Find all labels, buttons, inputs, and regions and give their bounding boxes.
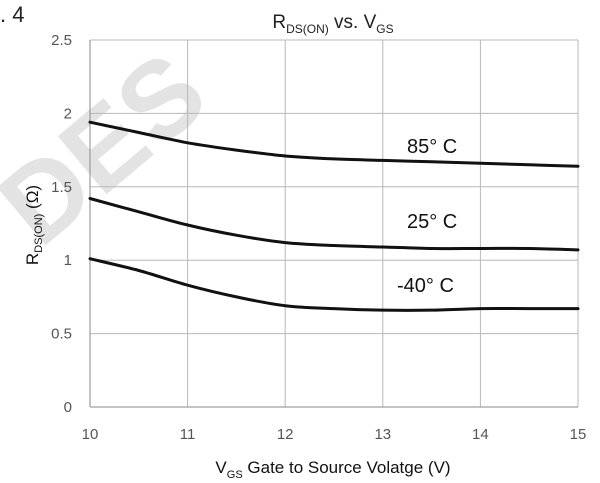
x-tick-label: 10 bbox=[82, 426, 99, 443]
series-line-minus40c bbox=[88, 257, 580, 312]
x-axis-title: VGS Gate to Source Volatge (V) bbox=[215, 458, 450, 481]
x-tick-label: 14 bbox=[472, 426, 489, 443]
chart-title: RDS(ON) vs. VGS bbox=[272, 12, 393, 36]
y-tick-label: 1.5 bbox=[51, 179, 72, 196]
series-label-25c: 25° C bbox=[407, 211, 457, 233]
x-tick-labels: 10 11 12 13 14 15 bbox=[82, 426, 587, 443]
y-tick-label: 2.5 bbox=[51, 32, 72, 49]
y-axis-title: RDS(ON) (Ω) bbox=[23, 185, 45, 265]
series-label-minus40c: -40° C bbox=[397, 275, 454, 297]
y-tick-label: 0 bbox=[64, 399, 72, 416]
series-line-25c bbox=[88, 197, 580, 252]
axes bbox=[89, 40, 578, 408]
y-tick-labels: 0 0.5 1 1.5 2 2.5 bbox=[51, 32, 72, 416]
x-tick-label: 15 bbox=[570, 426, 587, 443]
y-tick-label: 1 bbox=[64, 252, 72, 269]
y-tick-label: 2 bbox=[64, 105, 72, 122]
series-lines bbox=[88, 120, 580, 312]
x-tick-label: 13 bbox=[374, 426, 391, 443]
x-tick-label: 11 bbox=[180, 426, 196, 443]
y-tick-label: 0.5 bbox=[51, 326, 72, 343]
figure-label: . 4 bbox=[0, 2, 25, 27]
x-tick-label: 12 bbox=[277, 426, 294, 443]
series-line-85c bbox=[88, 120, 580, 168]
series-label-85c: 85° C bbox=[407, 136, 457, 158]
